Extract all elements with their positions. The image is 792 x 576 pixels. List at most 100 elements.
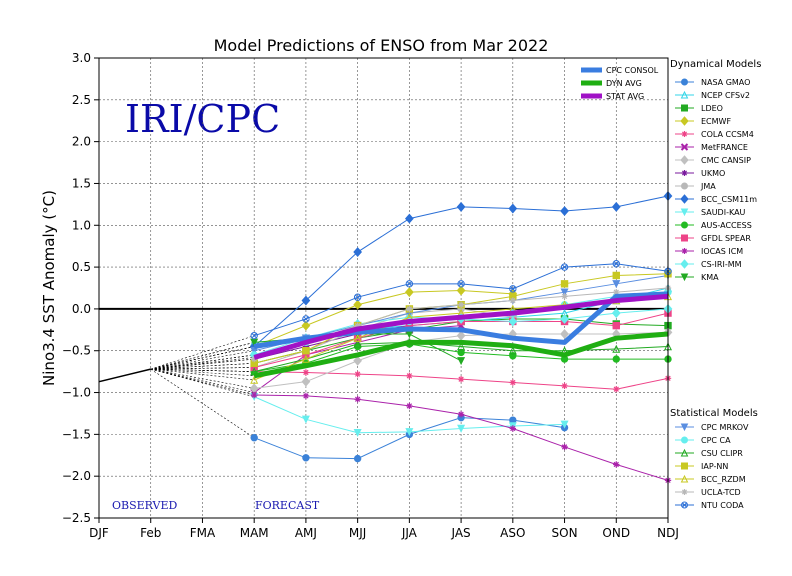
data-point [613, 386, 620, 393]
legend-label: STAT AVG [606, 92, 644, 101]
data-point [612, 321, 620, 330]
data-point [456, 285, 466, 296]
y-tick-label: −2.5 [62, 511, 91, 525]
data-point [612, 355, 620, 363]
forecast-label: FORECAST [255, 499, 320, 512]
data-point [353, 247, 363, 257]
x-tick-label: JAS [451, 526, 471, 540]
data-point [681, 170, 688, 176]
x-tick-label: OND [602, 526, 630, 540]
y-tick-label: 1.5 [72, 176, 91, 190]
data-point [612, 280, 621, 289]
data-point [250, 375, 259, 384]
series-ntu-coda [250, 260, 672, 340]
data-point [302, 347, 310, 355]
data-point [301, 295, 311, 306]
legend-label: NASA GMAO [701, 78, 750, 87]
legend-label: GFDL SPEAR [701, 234, 751, 243]
y-tick-label: 0.0 [72, 302, 91, 316]
forecast-connector [150, 368, 255, 389]
data-point [301, 354, 310, 363]
data-point [354, 370, 361, 378]
forecast-connector [150, 354, 255, 370]
series-aus-access [250, 340, 672, 376]
data-point [508, 203, 518, 214]
data-point [560, 288, 569, 297]
data-point [301, 415, 310, 424]
data-point [302, 392, 310, 400]
x-tick-label: ASO [500, 526, 525, 540]
data-point [250, 347, 259, 356]
forecast-connector [150, 368, 255, 438]
legend-label: MetFRANCE [701, 143, 748, 152]
forecast-connector [150, 368, 255, 377]
data-point [560, 420, 569, 429]
data-point [611, 201, 621, 212]
legend-label: DYN AVG [606, 79, 642, 88]
legend-label: AUS-ACCESS [701, 221, 752, 230]
data-point [353, 454, 362, 463]
data-point [457, 301, 465, 308]
data-point [509, 425, 517, 432]
data-point [680, 208, 689, 217]
legend-label: SAUDI-KAU [701, 208, 746, 217]
chart-title: Model Predictions of ENSO from Mar 2022 [214, 36, 549, 55]
data-point [681, 182, 688, 190]
forecast-connector [150, 368, 255, 396]
data-point [457, 375, 465, 383]
legend-label: NCEP CFSv2 [701, 91, 750, 100]
data-point [508, 346, 517, 355]
data-point [611, 308, 621, 319]
data-point [406, 402, 413, 410]
y-tick-label: 3.0 [72, 51, 91, 65]
model-series [98, 191, 673, 484]
data-point [681, 436, 688, 444]
legend-label: UKMO [701, 169, 725, 178]
data-point [560, 280, 569, 288]
data-point [250, 434, 258, 442]
data-point [457, 357, 466, 366]
y-tick-label: −1.5 [62, 427, 91, 441]
y-tick-label: 2.5 [72, 93, 91, 107]
data-point [457, 348, 465, 357]
series-bcc-csm11m [249, 191, 673, 352]
legend-label: KMA [701, 273, 719, 282]
series-iocas-icm [250, 391, 672, 484]
data-point [302, 454, 310, 462]
data-point [301, 376, 311, 387]
data-point [680, 259, 689, 269]
data-point [680, 423, 689, 432]
series-cola-ccsm4 [250, 368, 672, 393]
data-point [680, 116, 689, 126]
observed-label: OBSERVED [112, 499, 178, 512]
data-point [613, 288, 620, 296]
y-tick-label: 2.0 [72, 135, 91, 149]
y-tick-label: −2.0 [62, 469, 91, 483]
legend-label: LDEO [701, 104, 723, 113]
data-point [560, 313, 569, 324]
data-point [456, 201, 466, 212]
data-point [354, 322, 361, 329]
data-point [612, 271, 620, 280]
data-point [406, 372, 413, 380]
legend-label: CS-IRI-MM [701, 260, 742, 269]
data-point [301, 320, 311, 331]
data-point [613, 461, 620, 468]
legend-label: NTU CODA [701, 501, 744, 510]
observed-line [98, 368, 151, 383]
data-point [406, 305, 413, 313]
x-tick-label: AMJ [295, 526, 317, 540]
data-point [353, 333, 362, 342]
data-point [509, 297, 517, 304]
data-point [560, 206, 569, 217]
series-line [254, 308, 513, 368]
legend-averages: CPC CONSOL DYN AVG STAT AVG [581, 66, 659, 101]
series-cmc-cansip [249, 327, 673, 394]
data-point [508, 316, 518, 327]
x-tick-label: FMA [190, 526, 216, 540]
legend-title: Dynamical Models [670, 59, 761, 70]
legend-label: UCLA-TCD [701, 488, 741, 497]
y-tick-label: −1.0 [62, 386, 91, 400]
data-point [353, 355, 363, 366]
